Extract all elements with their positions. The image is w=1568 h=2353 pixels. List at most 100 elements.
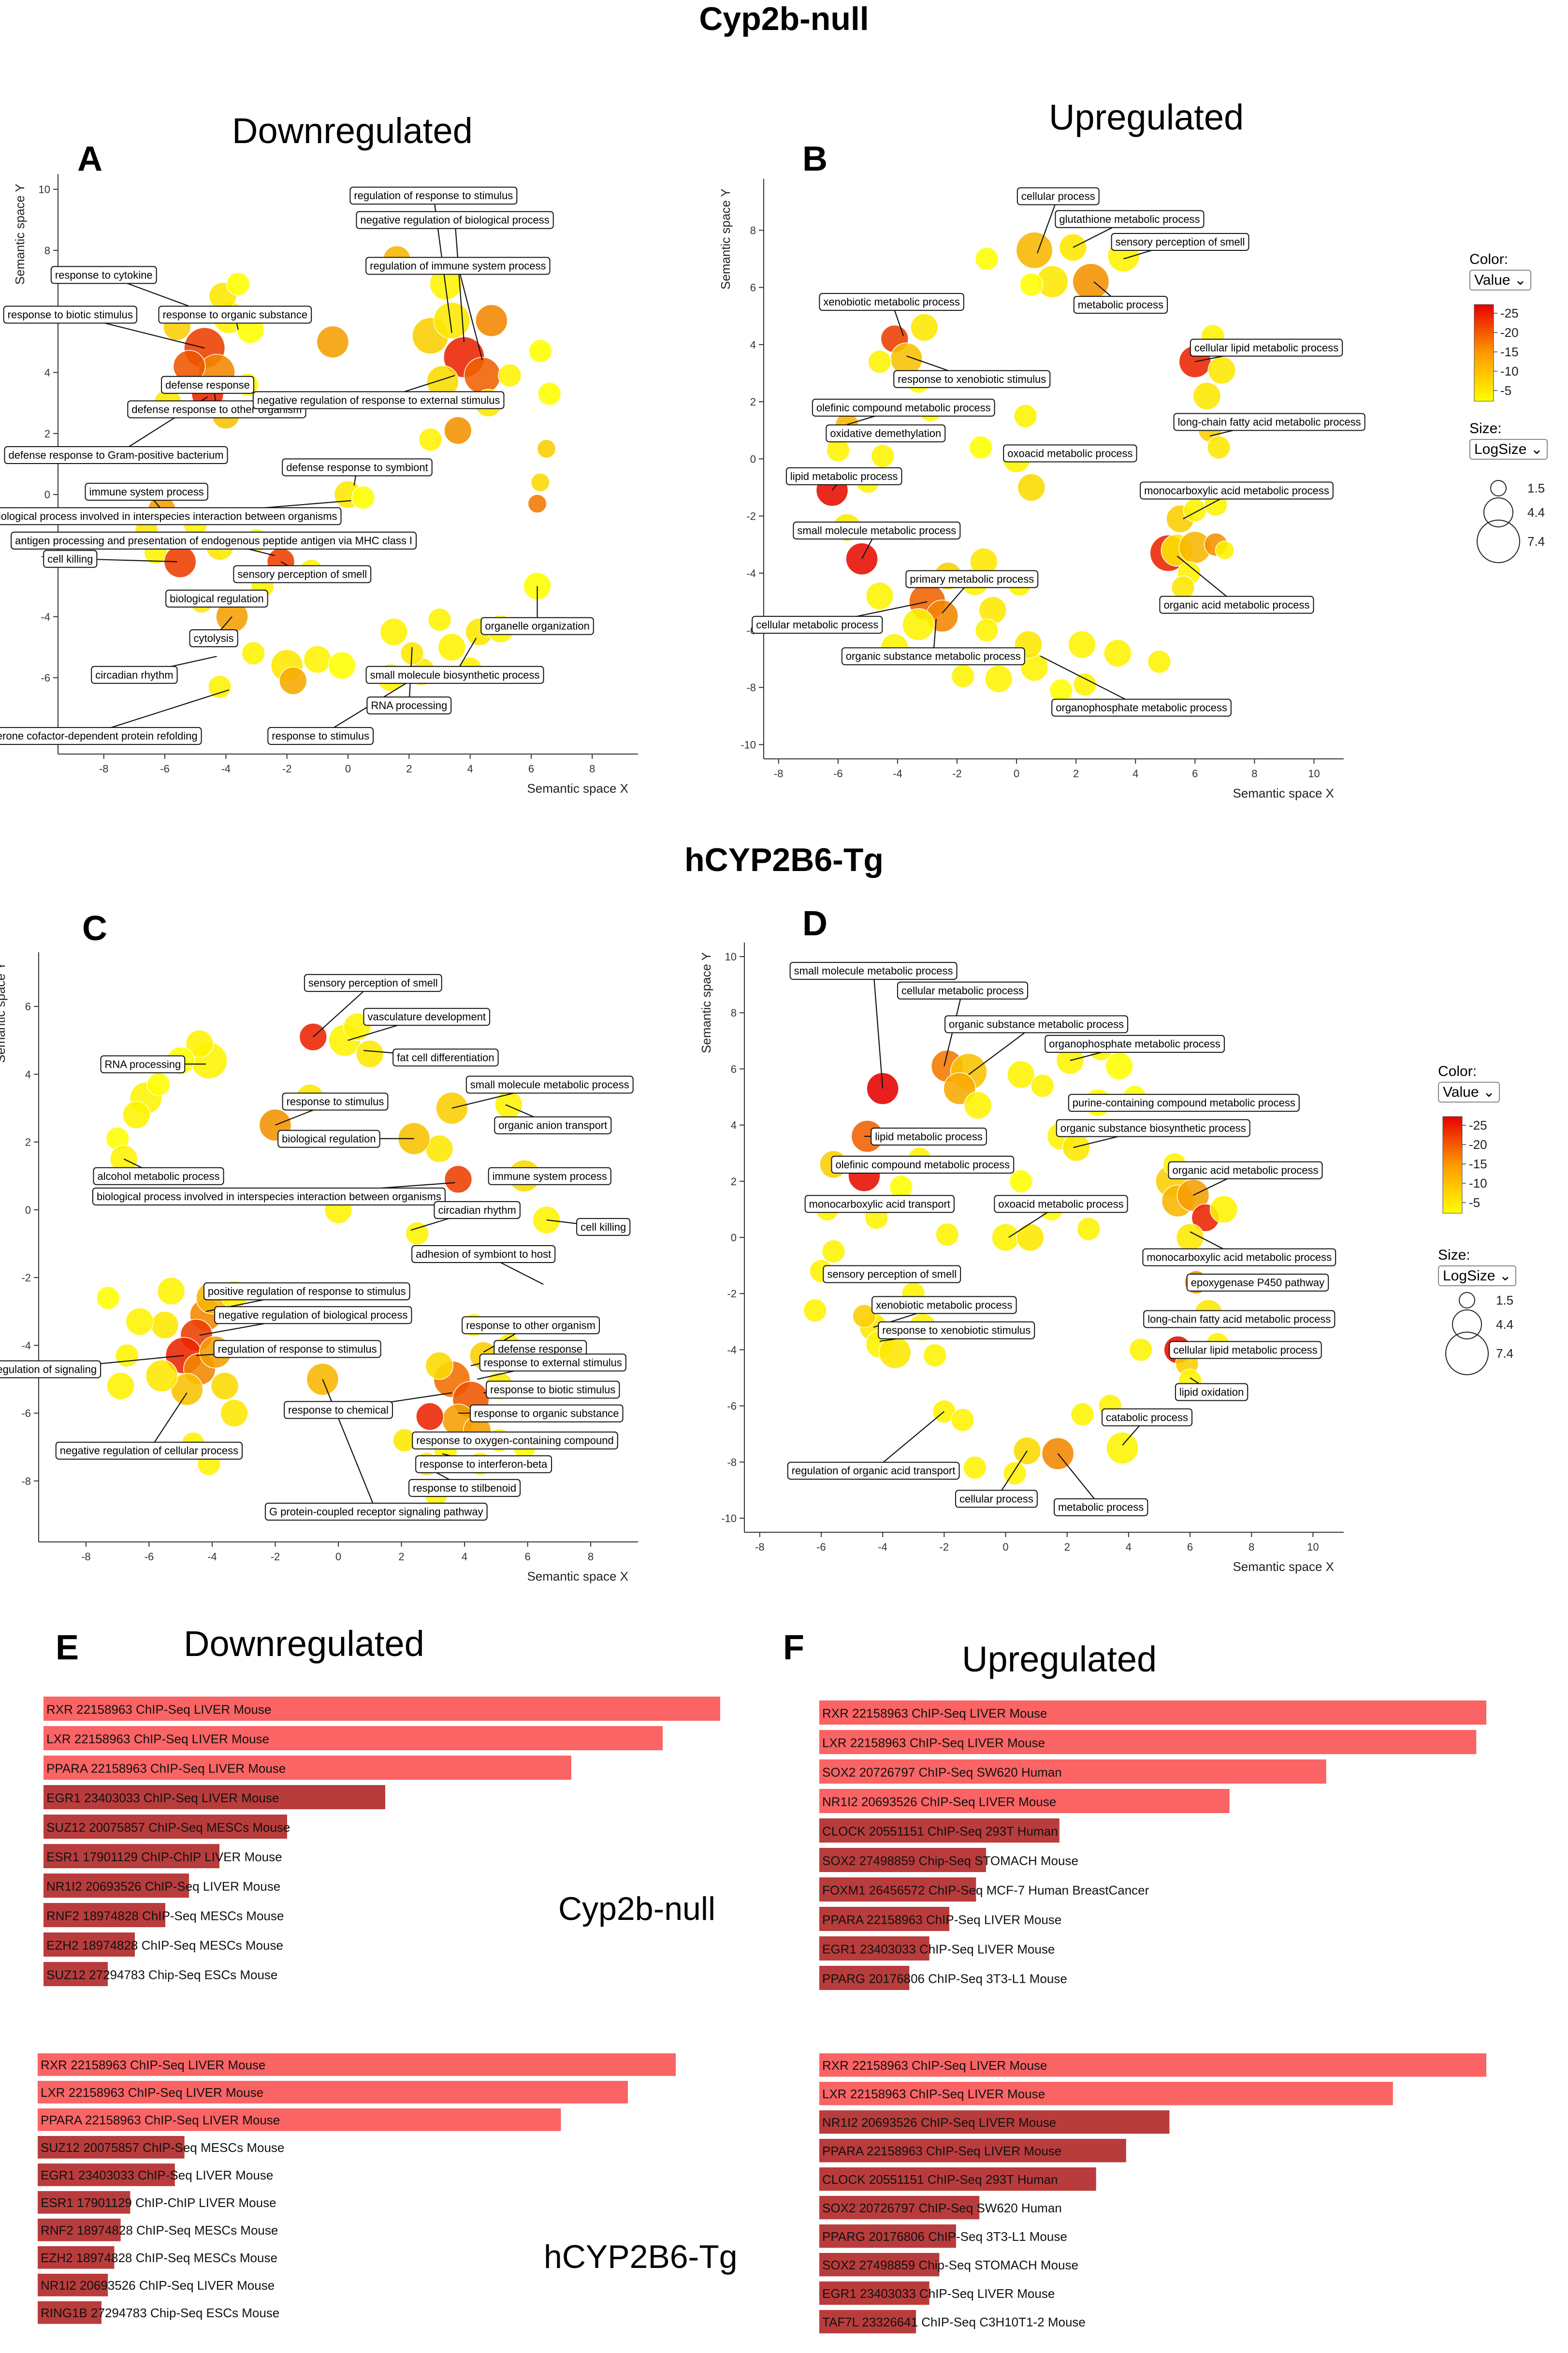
enrichment-bar-label: PPARA 22158963 ChIP-Seq LIVER Mouse	[46, 1761, 286, 1775]
go-term-bubble	[974, 618, 999, 642]
annotation-box	[282, 1092, 389, 1111]
annotation-label: small molecule biosynthetic process	[365, 666, 544, 684]
enrichment-bar	[819, 1966, 910, 1990]
annotation-box	[434, 1201, 521, 1219]
annotation-text: response to chemical	[288, 1404, 389, 1416]
annotation-text: oxoacid metabolic process	[1007, 447, 1132, 459]
go-term-bubble	[1013, 404, 1038, 428]
enrichment-bar	[819, 2310, 916, 2334]
color-select-2[interactable]: Value ⌄	[1438, 1082, 1500, 1103]
go-term-bubble	[1070, 1402, 1095, 1426]
go-term-bubble	[1017, 473, 1045, 502]
annotation-text: response to organic substance	[474, 1408, 619, 1420]
size-select-2[interactable]: LogSize ⌄	[1438, 1265, 1516, 1286]
go-term-bubble	[494, 1090, 523, 1119]
enrichment-bar	[38, 2191, 131, 2214]
enrichment-bar	[44, 1815, 287, 1839]
enrichment-bar-label: EGR1 23403033 ChIP-Seq LIVER Mouse	[41, 2168, 273, 2182]
annotation-box	[1142, 1248, 1336, 1266]
annotation-text: metabolic process	[1078, 299, 1163, 311]
annotation-label: metabolic process	[1073, 296, 1168, 314]
x-tick-label: 4	[462, 1551, 467, 1563]
color-scale-label: -10	[1469, 1176, 1487, 1191]
x-tick-label: 4	[467, 763, 473, 775]
size-select[interactable]: LogSize ⌄	[1469, 439, 1548, 460]
go-term-bubble	[418, 427, 443, 452]
annotation-label: olefinic compound metabolic process	[831, 1155, 1015, 1174]
annotation-box	[819, 293, 964, 311]
annotation-label: monocarboxylic acid transport	[804, 1195, 955, 1213]
enrichment-bar-label: NR1I2 20693526 ChIP-Seq LIVER Mouse	[41, 2278, 275, 2293]
go-term-bubble	[306, 1363, 339, 1396]
enrichment-bar-label: EZH2 18974828 ChIP-Seq MESCs Mouse	[41, 2251, 277, 2265]
go-term-bubble	[1007, 1060, 1035, 1089]
color-label: Color:	[1469, 251, 1509, 267]
annotation-label: immune system process	[85, 482, 208, 501]
annotation-box	[304, 974, 442, 992]
enrichment-bar	[44, 1903, 165, 1928]
go-term-bubble	[1016, 232, 1053, 269]
annotation-text: circadian rhythm	[438, 1204, 516, 1216]
annotation-leader-line	[322, 1379, 377, 1512]
annotation-box	[785, 467, 902, 485]
enrichment-bar-label: CLOCK 20551151 ChIP-Seq 293T Human	[822, 1824, 1058, 1838]
annotation-box	[465, 1075, 634, 1094]
enrichment-bar-label: RING1B 27294783 Chip-Seq ESCs Mouse	[41, 2306, 279, 2320]
color-select-value-2: Value	[1443, 1084, 1479, 1100]
annotation-box	[1051, 698, 1232, 717]
annotation-box	[1053, 1498, 1148, 1516]
annotation-label: catabolic process	[1102, 1408, 1193, 1426]
x-axis-label: Semantic space X	[1233, 1559, 1334, 1574]
go-term-bubble	[1105, 1052, 1133, 1080]
color-select[interactable]: Value ⌄	[1469, 270, 1531, 290]
size-select-value-2: LogSize	[1443, 1268, 1495, 1284]
go-term-bubble	[379, 618, 408, 646]
annotation-box	[161, 376, 254, 394]
enrichment-bar	[819, 2110, 1170, 2134]
annotation-box	[804, 1195, 955, 1213]
x-axis-label: Semantic space X	[527, 1569, 628, 1583]
bar-chart-e-hcyp2b6-tg: RXR 22158963 ChIP-Seq LIVER Mouse LXR 221…	[38, 2053, 676, 2324]
annotation-label: defense response to Gram-positive bacter…	[4, 446, 228, 465]
enrichment-bar	[819, 1848, 986, 1873]
go-term-bubble	[351, 485, 376, 510]
go-term-bubble	[1171, 575, 1195, 599]
y-axis-label: Semantic space Y	[0, 962, 8, 1063]
go-term-bubble	[1072, 263, 1110, 301]
panel-letter-b: B	[802, 140, 828, 178]
go-term-bubble	[170, 1373, 203, 1406]
x-tick-label: -2	[952, 768, 962, 780]
annotation-label: organic substance biosynthetic process	[1056, 1119, 1250, 1137]
annotation-label: response to cytokine	[50, 266, 157, 284]
y-tick-label: -8	[21, 1475, 31, 1487]
go-term-bubble	[416, 1402, 444, 1431]
enrichment-bar	[38, 2164, 175, 2186]
enrichment-bar-label: LXR 22158963 ChIP-Seq LIVER Mouse	[822, 1735, 1045, 1750]
annotation-box	[214, 1306, 412, 1324]
annotation-label: cellular lipid metabolic process	[1169, 1341, 1322, 1359]
y-axis-label: Semantic space Y	[699, 952, 713, 1053]
go-term-bubble	[1062, 1133, 1090, 1162]
annotation-box	[494, 1116, 612, 1134]
size-legend-circle	[1490, 480, 1507, 496]
enrichment-bar-label: SUZ12 20075857 ChIP-Seq MESCs Mouse	[41, 2140, 284, 2155]
annotation-label: organelle organization	[480, 617, 594, 635]
annotation-text: metabolic process	[1058, 1501, 1144, 1513]
annotation-text: cell killing	[47, 553, 93, 565]
enrichment-bar-label: SOX2 27498859 Chip-Seq STOMACH Mouse	[822, 1853, 1078, 1868]
go-term-bubble	[1106, 1431, 1139, 1465]
annotation-label: negative regulation of cellular process	[55, 1441, 243, 1460]
enrichment-bar-label: EZH2 18974828 ChIP-Seq MESCs Mouse	[46, 1938, 283, 1952]
annotation-text: organic substance metabolic process	[846, 650, 1021, 662]
annotation-text: cellular process	[1021, 190, 1095, 202]
annotation-label: regulation of organic acid transport	[787, 1462, 960, 1480]
go-term-bubble	[821, 1239, 845, 1264]
annotation-box	[43, 550, 98, 568]
annotation-box	[1068, 1094, 1300, 1112]
go-term-bubble	[464, 357, 501, 394]
annotation-labels: sensory perception of smell vasculature d…	[0, 974, 634, 1521]
annotation-box	[789, 962, 958, 980]
annotation-text: small molecule biosynthetic process	[370, 669, 540, 681]
annotation-box	[0, 507, 342, 525]
header-downregulated-bars: Downregulated	[184, 1624, 424, 1664]
